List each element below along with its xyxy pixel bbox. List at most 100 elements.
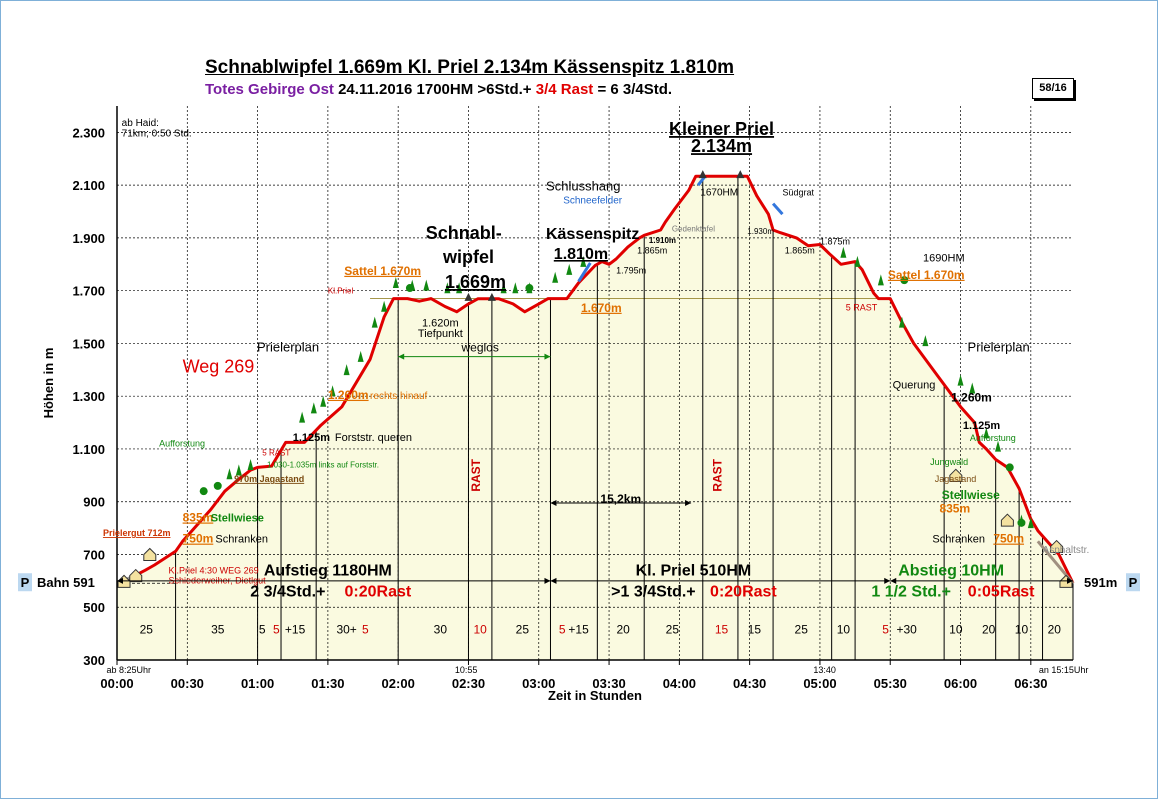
hut-icon: [143, 547, 157, 561]
annotation-label: Jungwald: [930, 457, 968, 467]
x-tick-label: 06:00: [944, 676, 977, 691]
tree-icon: [343, 364, 350, 376]
distance-range-head: [550, 500, 557, 507]
time-mark: 10:55: [455, 665, 478, 675]
annotation-label: Stellwiese: [211, 513, 264, 525]
annotation-label: wipfel: [442, 247, 494, 267]
summit-marker: [736, 170, 745, 179]
segment-minutes: 10: [949, 623, 963, 637]
summit-marker: [487, 292, 496, 301]
tree-round-icon: [405, 284, 414, 293]
tree-icon: [329, 385, 336, 397]
annotation-label: 1.930m: [747, 227, 774, 236]
annotation-label: Schranken: [215, 534, 268, 546]
annotation-label: Kässenspitz: [546, 226, 639, 243]
tree-round-icon: [199, 487, 208, 496]
section-title: Kl. Priel 510HM: [636, 563, 752, 580]
segment-minutes: +30: [896, 623, 917, 637]
y-tick-label: 1.500: [72, 336, 105, 351]
annotation-label: 1670HM: [700, 188, 738, 199]
tree-icon: [566, 263, 573, 275]
annotation-label: Prielergut 712m: [103, 528, 171, 538]
tree-icon: [969, 382, 976, 394]
tree-round-icon: [900, 276, 909, 285]
annotation-label: Gedenktafel: [672, 224, 715, 233]
annotation-label: 1.125m: [963, 420, 1001, 432]
segment-minutes: 5: [559, 623, 566, 637]
segment-minutes: 5: [273, 623, 280, 637]
annotation-label: Aufforstung: [159, 438, 205, 448]
annotation-label: 1.865m: [637, 246, 667, 256]
snowfield-segment: [771, 202, 784, 216]
annotation-label: Kl.Priel 4:30 WEG 269: [169, 565, 259, 575]
hut-icon: [949, 468, 963, 482]
annotation-label: Sattel 1.670m: [344, 264, 421, 278]
tree-icon: [235, 464, 242, 476]
annotation-label: 71km; 0:50 Std.: [122, 128, 192, 139]
summit-marker: [464, 292, 473, 301]
tree-icon: [357, 350, 364, 362]
section-range-abstieg-head: [1067, 577, 1073, 584]
tree-icon: [580, 255, 587, 267]
annotation-label: 970m Jagastand: [234, 474, 304, 484]
tree-icon: [922, 335, 929, 347]
tree-icon: [423, 279, 430, 291]
annotation-label: 1.875m: [820, 237, 850, 247]
annotation-label: RAST: [711, 458, 725, 491]
annotation-label: Schnabl-: [426, 223, 502, 243]
tree-icon: [381, 300, 388, 312]
x-tick-label: 05:30: [874, 676, 907, 691]
segment-minutes: 10: [837, 623, 851, 637]
section-range-aufstieg-head: [117, 577, 123, 584]
annotation-label: Südgrat: [782, 188, 814, 198]
x-tick-label: 01:00: [241, 676, 274, 691]
x-tick-label: 02:00: [382, 676, 415, 691]
segment-minutes: 5: [259, 623, 266, 637]
tree-icon: [456, 282, 463, 294]
y-tick-label: 500: [83, 600, 105, 615]
section-rast: 0:05Rast: [968, 584, 1035, 601]
annotation-label: rechts hinauf: [370, 391, 427, 402]
hut-icon: [1059, 574, 1073, 588]
section-time: >1 3/4Std.+: [611, 584, 696, 601]
weglos-range-head: [398, 353, 405, 360]
tree-icon: [1027, 517, 1034, 529]
section-range-priel-head: [550, 577, 557, 584]
y-axis-label: Höhen in m: [41, 348, 56, 419]
tree-icon: [995, 440, 1002, 452]
annotation-label: 5 RAST: [262, 449, 290, 458]
annotation-label: 1.260m: [951, 390, 992, 404]
annotation-label: 1.795m: [616, 266, 646, 276]
annotation-label: RAST: [469, 458, 483, 491]
x-tick-label: 03:00: [522, 676, 555, 691]
tree-icon: [247, 459, 254, 471]
annotation-label: Querung: [893, 379, 936, 391]
section-rast: 0:20Rast: [345, 584, 412, 601]
tree-icon: [898, 316, 905, 328]
annotation-label: Schranken: [932, 534, 985, 546]
annotation-label: Stellwiese: [942, 488, 1000, 502]
chart-subtitle: Totes Gebirge Ost 24.11.2016 1700HM >6St…: [205, 81, 672, 98]
summit-marker: [698, 170, 707, 179]
segment-minutes: 10: [1015, 623, 1029, 637]
y-tick-label: 2.300: [72, 125, 105, 140]
tree-icon: [299, 411, 306, 423]
annotation-label: Prielerplan: [968, 339, 1030, 354]
segment-minutes: +15: [285, 623, 306, 637]
segment-minutes: 30+: [336, 623, 356, 637]
parking-box-end: [1126, 573, 1140, 592]
segment-minutes: 20: [982, 623, 996, 637]
y-tick-label: 1.100: [72, 442, 105, 457]
section-rast: 0:20Rast: [710, 584, 777, 601]
annotation-label: Kl.Priel: [328, 286, 354, 295]
annotation-label: Schlusshang: [546, 178, 620, 193]
x-axis-label: Zeit in Stunden: [548, 688, 642, 703]
subtitle-region: Totes Gebirge Ost: [205, 81, 334, 98]
segment-minutes: 20: [616, 623, 630, 637]
x-tick-label: 05:00: [803, 676, 836, 691]
time-mark: an 15:15Uhr: [1039, 665, 1089, 675]
section-time: 1 1/2 Std.+: [871, 584, 951, 601]
subtitle-end: = 6 3/4Std.: [597, 81, 673, 98]
